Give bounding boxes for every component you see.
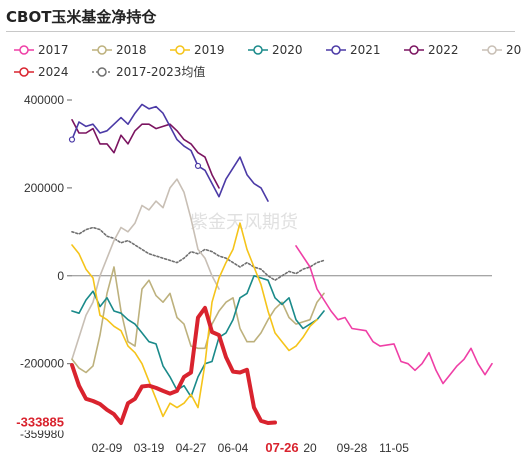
series-line xyxy=(70,305,277,425)
legend-label: 2023 xyxy=(506,43,521,57)
chart-title: CBOT玉米基金净持仓 xyxy=(6,8,157,26)
series-line xyxy=(71,275,325,398)
legend-swatch-marker xyxy=(97,45,107,55)
legend-item-2017: 2017 xyxy=(14,43,69,57)
watermark-text: 紫金天风期货 xyxy=(190,212,298,233)
legend-item-2017-2023: 2017-2023均值 xyxy=(92,64,205,79)
x-tick-label-highlight: 07-26 xyxy=(265,440,298,455)
series-2024 xyxy=(70,305,277,425)
series-marker xyxy=(194,162,202,170)
legend-swatch-marker xyxy=(97,67,107,77)
legend-item-2018: 2018 xyxy=(92,43,147,57)
series-line xyxy=(71,119,220,189)
legend-label: 2019 xyxy=(194,43,225,57)
legend-label: 2020 xyxy=(272,43,303,57)
x-axis: 02-09 03-19 04-27 06-04 07-26 09-28 11-05 20 xyxy=(92,440,410,455)
x-tick-label: 04-27 xyxy=(176,441,207,455)
legend-label: 2017-2023均值 xyxy=(116,64,205,79)
legend-swatch-marker xyxy=(409,45,419,55)
series-line xyxy=(295,245,493,385)
y-tick-label: 400000 xyxy=(24,93,64,107)
series-2022 xyxy=(71,119,220,189)
watermark-layer: 紫金天风期货 xyxy=(190,212,298,233)
legend-item-2021: 2021 xyxy=(326,43,381,57)
series-2017-2023 xyxy=(71,226,325,281)
series-marker xyxy=(68,136,76,143)
legend-item-2022: 2022 xyxy=(404,43,459,57)
series-2018 xyxy=(71,266,325,374)
value-callout-bg xyxy=(0,412,66,431)
title-divider xyxy=(6,31,515,32)
legend-item-2023: 2023 xyxy=(482,43,521,57)
x-tick-label: 06-04 xyxy=(218,441,249,455)
y-tick-label: -200000 xyxy=(20,357,64,371)
value-callout: -333885 xyxy=(16,415,64,430)
x-tick-label: 11-05 xyxy=(379,441,409,455)
legend-item-2020: 2020 xyxy=(248,43,303,57)
legend-swatch-marker xyxy=(19,67,29,77)
legend-swatch-marker xyxy=(487,45,497,55)
callouts: -333885 xyxy=(0,412,66,431)
legend-label: 2018 xyxy=(116,43,147,57)
series-2017 xyxy=(295,245,493,385)
series-line xyxy=(71,178,220,361)
legend-swatch-marker xyxy=(19,45,29,55)
series-line xyxy=(71,103,269,202)
y-tick-label: 0 xyxy=(57,269,64,283)
legend-item-2024: 2024 xyxy=(14,65,69,79)
series-2019 xyxy=(71,222,318,418)
legend-swatch-marker xyxy=(253,45,263,55)
legend-label: 2017 xyxy=(38,43,69,57)
series-layer xyxy=(68,103,493,425)
legend-label: 2024 xyxy=(38,65,69,79)
legend: 2017 2018 2019 2020 2021 2022 2023 2024 2017-202… xyxy=(14,43,521,79)
legend-swatch-marker xyxy=(175,45,185,55)
legend-label: 2022 xyxy=(428,43,459,57)
legend-item-2019: 2019 xyxy=(170,43,225,57)
y-tick-label: 200000 xyxy=(24,181,64,195)
series-2020 xyxy=(71,275,325,398)
x-tick-label: 20 xyxy=(303,441,317,455)
legend-label: 2021 xyxy=(350,43,381,57)
x-tick-label: 03-19 xyxy=(134,441,165,455)
series-2021 xyxy=(71,103,269,202)
series-2023 xyxy=(71,178,220,361)
series-line xyxy=(71,222,318,418)
legend-swatch-marker xyxy=(331,45,341,55)
x-tick-label: 02-09 xyxy=(92,441,123,455)
x-tick-label: 09-28 xyxy=(337,441,368,455)
